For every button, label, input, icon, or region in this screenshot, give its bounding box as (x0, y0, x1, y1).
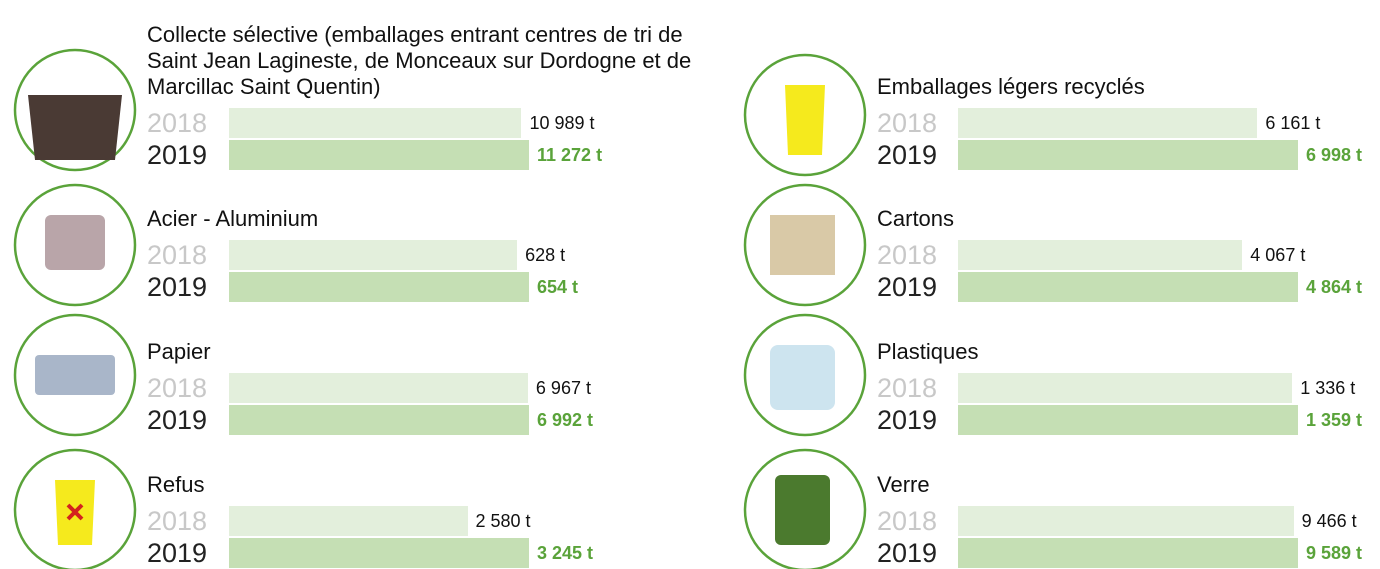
bar (229, 506, 468, 536)
bar (229, 405, 529, 435)
panel-title: Acier - Aluminium (147, 206, 319, 231)
bar (229, 272, 529, 302)
year-label: 2019 (877, 405, 938, 435)
panel-title: Verre (877, 472, 930, 497)
value-label: 628 t (525, 245, 566, 265)
cross-icon (66, 503, 84, 521)
cans-icon (45, 215, 105, 270)
cardboard-icon (770, 215, 835, 275)
value-label: 1 336 t (1300, 378, 1356, 398)
plastic-icon (770, 345, 835, 410)
value-label: 6 998 t (1306, 145, 1363, 165)
bar (958, 140, 1298, 170)
value-label: 11 272 t (537, 145, 603, 165)
year-label: 2018 (147, 373, 208, 403)
glass-icon (775, 475, 830, 545)
bar (958, 405, 1298, 435)
year-label: 2019 (147, 272, 208, 302)
year-label: 2019 (147, 538, 208, 568)
paper-icon (35, 355, 115, 395)
bar (958, 506, 1294, 536)
value-label: 654 t (537, 277, 579, 297)
bar (958, 538, 1298, 568)
bar (229, 538, 529, 568)
year-label: 2018 (147, 506, 208, 536)
year-label: 2018 (877, 506, 938, 536)
panel-title: Papier (147, 339, 211, 364)
value-label: 10 989 t (529, 113, 595, 133)
value-label: 3 245 t (537, 543, 594, 563)
year-label: 2018 (877, 240, 938, 270)
value-label: 9 589 t (1306, 543, 1363, 563)
year-label: 2019 (147, 140, 208, 170)
value-label: 4 864 t (1306, 277, 1363, 297)
container-icon (28, 95, 122, 160)
value-label: 4 067 t (1250, 245, 1306, 265)
bar (229, 240, 518, 270)
year-label: 2018 (147, 240, 208, 270)
year-label: 2018 (147, 108, 208, 138)
year-label: 2018 (877, 373, 938, 403)
value-label: 2 580 t (475, 511, 531, 531)
year-label: 2018 (877, 108, 938, 138)
panel-title: Cartons (877, 206, 955, 231)
value-label: 6 967 t (535, 378, 591, 398)
bar (229, 373, 528, 403)
value-label: 6 161 t (1265, 113, 1321, 133)
bin-icon (785, 85, 825, 155)
year-label: 2019 (877, 538, 938, 568)
panel-title: Refus (147, 472, 205, 497)
value-label: 6 992 t (537, 410, 594, 430)
bar (229, 140, 529, 170)
bar (958, 108, 1258, 138)
year-label: 2019 (147, 405, 208, 435)
bar (958, 272, 1298, 302)
bar (958, 240, 1243, 270)
value-label: 1 359 t (1306, 410, 1363, 430)
bar (958, 373, 1293, 403)
panel-title: Emballages légers recyclés (877, 74, 1145, 99)
year-label: 2019 (877, 140, 938, 170)
value-label: 9 466 t (1301, 511, 1357, 531)
panel-title: Collecte sélective (emballages entrant c… (147, 22, 692, 99)
bar (229, 108, 522, 138)
year-label: 2019 (877, 272, 938, 302)
panel-title: Plastiques (877, 339, 979, 364)
